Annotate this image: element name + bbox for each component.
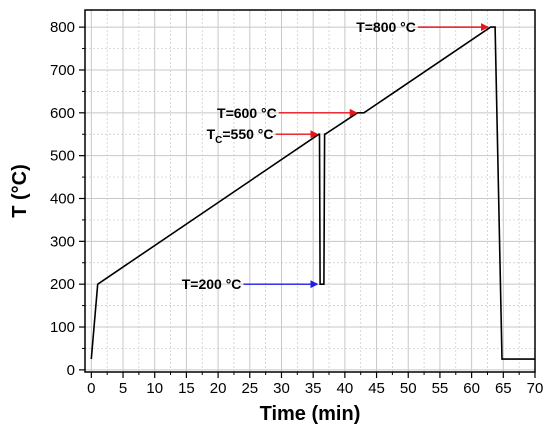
x-tick-label: 15 xyxy=(178,380,195,397)
y-tick-label: 400 xyxy=(50,190,75,207)
annotation-t600: T=600 °C xyxy=(217,105,358,121)
annotation-label: TC=550 °C xyxy=(207,126,274,146)
x-tick-label: 0 xyxy=(87,380,95,397)
annotation-label: T=600 °C xyxy=(217,105,277,121)
grid xyxy=(85,10,536,372)
y-tick-label: 800 xyxy=(50,19,75,36)
y-tick-label: 300 xyxy=(50,233,75,250)
temperature-series-line xyxy=(90,26,535,360)
x-tick-label: 30 xyxy=(273,380,290,397)
y-tick-label: 200 xyxy=(50,276,75,293)
x-tick-label: 45 xyxy=(368,380,385,397)
x-tick-label: 5 xyxy=(119,380,127,397)
x-axis-title: Time (min) xyxy=(260,403,361,425)
annotations: TC=550 °C T=600 °C T=800 °C T=200 °C xyxy=(182,19,489,292)
y-tick-label: 0 xyxy=(67,362,75,379)
y-tick-label: 700 xyxy=(50,62,75,79)
x-tick-label: 10 xyxy=(146,380,163,397)
plot-frame xyxy=(84,9,536,373)
x-tick-label: 70 xyxy=(527,380,544,397)
x-tick-label: 20 xyxy=(210,380,227,397)
tick-labels: 0 5 10 15 20 25 30 35 40 45 50 55 60 65 70010020030040… xyxy=(50,19,543,397)
axes xyxy=(79,9,536,378)
x-tick-label: 40 xyxy=(337,380,354,397)
x-tick-label: 60 xyxy=(463,380,480,397)
annotation-tc: TC=550 °C xyxy=(207,126,319,146)
x-tick-label: 55 xyxy=(432,380,449,397)
annotation-label: T=800 °C xyxy=(356,19,416,35)
y-axis-title: T (°C) xyxy=(9,164,31,218)
annotation-t800: T=800 °C xyxy=(356,19,489,35)
x-tick-label: 50 xyxy=(400,380,417,397)
annotation-t200: T=200 °C xyxy=(182,276,319,292)
x-tick-label: 65 xyxy=(495,380,512,397)
y-tick-label: 500 xyxy=(50,148,75,165)
y-tick-label: 600 xyxy=(50,105,75,122)
x-tick-label: 25 xyxy=(241,380,258,397)
annotation-label: T=200 °C xyxy=(182,276,242,292)
x-tick-label: 35 xyxy=(305,380,322,397)
y-tick-label: 100 xyxy=(50,319,75,336)
